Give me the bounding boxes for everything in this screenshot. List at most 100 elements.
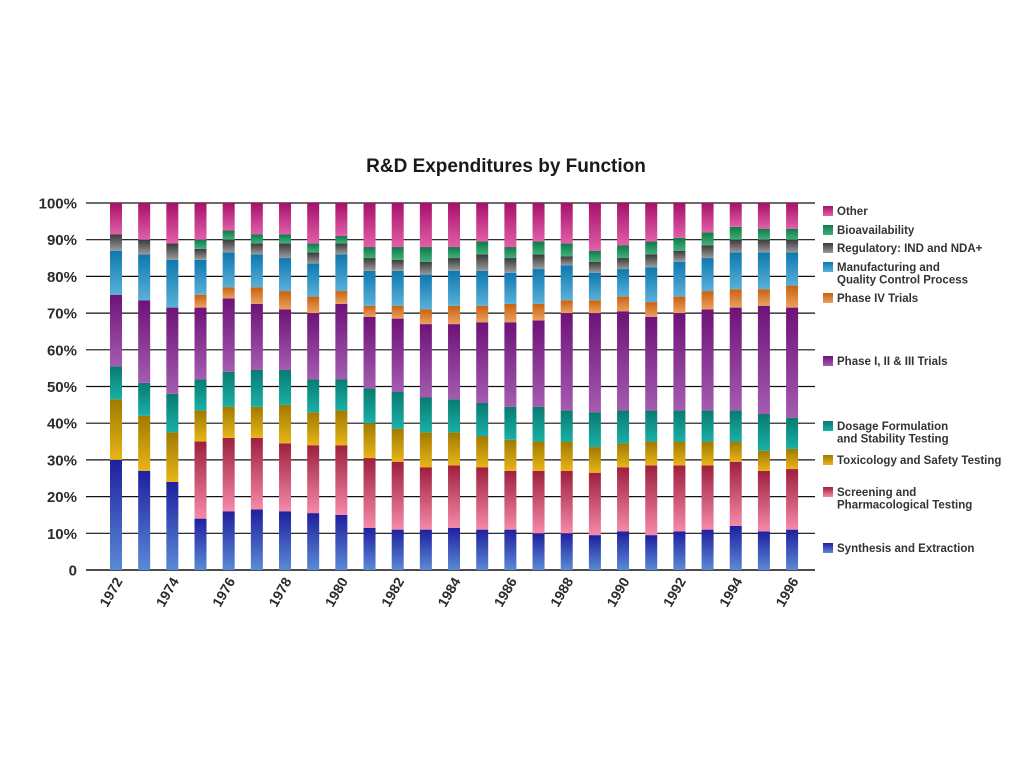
bar-segment-screening-and-pharmacological-testing-1984	[448, 465, 461, 528]
bar-stack-1977	[250, 203, 263, 570]
bar-segment-screening-and-pharmacological-testing-1983	[419, 467, 432, 530]
bar-segment-screening-and-pharmacological-testing-1993	[701, 465, 714, 530]
bar-segment-phase-i-ii-iii-trials-1992	[673, 313, 686, 411]
bar-segment-synthesis-and-extraction-1992	[673, 531, 686, 570]
bar-segment-other-1996	[786, 203, 799, 229]
bar-segment-phase-i-ii-iii-trials-1975	[194, 307, 207, 380]
bar-segment-phase-i-ii-iii-trials-1986	[504, 322, 517, 407]
legend-swatch	[823, 225, 833, 235]
bar-segment-synthesis-and-extraction-1973	[138, 470, 151, 570]
bar-segment-other-1977	[250, 203, 263, 235]
bar-segment-bioavailability-1979	[307, 243, 320, 253]
legend-swatch	[823, 455, 833, 465]
legend-label: Toxicology and Safety Testing	[837, 455, 1001, 467]
bar-stack-1978	[279, 203, 292, 570]
bar-segment-dosage-formulation-and-stability-testing-1974	[166, 393, 179, 433]
bar-segment-synthesis-and-extraction-1987	[532, 533, 545, 570]
y-tick-label: 100%	[39, 196, 77, 213]
bar-segment-other-1974	[166, 203, 179, 244]
bar-segment-screening-and-pharmacological-testing-1977	[250, 437, 263, 510]
bar-segment-bioavailability-1984	[448, 247, 461, 259]
bar-segment-regulatory-ind-and-nda-1994	[729, 239, 742, 253]
bar-segment-toxicology-and-safety-testing-1973	[138, 415, 151, 471]
bar-stack-1972	[110, 203, 122, 570]
legend-label: Phase I, II & III Trials	[837, 356, 948, 368]
legend-label: Pharmacological Testing	[837, 500, 972, 512]
bar-segment-dosage-formulation-and-stability-testing-1985	[476, 403, 489, 437]
bar-segment-phase-iv-trials-1975	[194, 294, 207, 308]
x-tick-label: 1994	[716, 574, 746, 609]
bar-segment-screening-and-pharmacological-testing-1989	[588, 472, 601, 536]
bar-segment-phase-iv-trials-1979	[307, 296, 320, 314]
bar-segment-bioavailability-1991	[645, 241, 658, 255]
bar-segment-manufacturing-and-quality-control-process-1982	[391, 270, 404, 306]
legend: Other Bioavailability Regulatory: IND and …	[823, 206, 1001, 555]
legend-swatch	[823, 243, 833, 253]
bar-segment-bioavailability-1983	[419, 247, 432, 262]
bar-segment-manufacturing-and-quality-control-process-1981	[363, 270, 376, 306]
bar-segment-phase-i-ii-iii-trials-1985	[476, 322, 489, 404]
bar-segment-other-1976	[222, 203, 235, 231]
bar-segment-regulatory-ind-and-nda-1978	[279, 243, 292, 259]
bar-segment-bioavailability-1975	[194, 239, 207, 249]
bar-segment-phase-iv-trials-1993	[701, 291, 714, 310]
x-axis-ticks: 1972 1974 1976 1978 1980 1982 1984 1986 1988 1990…	[96, 574, 802, 609]
y-tick-label: 80%	[47, 269, 77, 286]
bar-segment-phase-iv-trials-1988	[560, 300, 573, 314]
bar-segment-regulatory-ind-and-nda-1979	[307, 252, 320, 264]
bar-segment-toxicology-and-safety-testing-1983	[419, 432, 432, 468]
bar-segment-regulatory-ind-and-nda-1990	[617, 258, 630, 270]
bar-segment-manufacturing-and-quality-control-process-1986	[504, 272, 517, 304]
bar-segment-dosage-formulation-and-stability-testing-1989	[588, 412, 601, 448]
bar-segment-toxicology-and-safety-testing-1975	[194, 410, 207, 442]
bar-segment-manufacturing-and-quality-control-process-1992	[673, 261, 686, 297]
bar-segment-dosage-formulation-and-stability-testing-1977	[250, 369, 263, 407]
bar-segment-dosage-formulation-and-stability-testing-1986	[504, 406, 517, 440]
bar-segment-phase-iv-trials-1995	[757, 289, 770, 306]
bar-segment-toxicology-and-safety-testing-1977	[250, 406, 263, 438]
y-axis-ticks: 0 10% 20% 30% 40% 50% 60% 70% 80% 90% 100%	[39, 196, 77, 580]
bar-segment-regulatory-ind-and-nda-1975	[194, 248, 207, 260]
y-tick-label: 90%	[47, 232, 77, 249]
bar-segment-regulatory-ind-and-nda-1973	[138, 239, 151, 255]
bar-segment-bioavailability-1977	[250, 234, 263, 244]
legend-item-bioavailability: Bioavailability	[823, 225, 915, 237]
bar-segment-other-1989	[588, 203, 601, 251]
legend-swatch	[823, 543, 833, 553]
y-tick-label: 10%	[47, 526, 77, 543]
bar-stack-1990	[617, 203, 630, 570]
legend-swatch	[823, 206, 833, 216]
bar-segment-regulatory-ind-and-nda-1984	[448, 258, 461, 271]
bar-segment-regulatory-ind-and-nda-1985	[476, 254, 489, 271]
bar-segment-manufacturing-and-quality-control-process-1993	[701, 258, 714, 292]
bar-stack-1982	[391, 203, 404, 570]
legend-item-toxicology-and-safety-testing: Toxicology and Safety Testing	[823, 455, 1001, 467]
bar-segment-phase-i-ii-iii-trials-1988	[560, 313, 573, 411]
bar-segment-phase-i-ii-iii-trials-1980	[335, 303, 348, 380]
bar-segment-toxicology-and-safety-testing-1996	[786, 448, 799, 470]
bar-segment-regulatory-ind-and-nda-1993	[701, 245, 714, 259]
bar-segment-toxicology-and-safety-testing-1985	[476, 436, 489, 468]
bar-segment-regulatory-ind-and-nda-1977	[250, 243, 263, 255]
bar-segment-synthesis-and-extraction-1981	[363, 527, 376, 570]
bar-segment-toxicology-and-safety-testing-1992	[673, 441, 686, 466]
bar-segment-manufacturing-and-quality-control-process-1973	[138, 254, 151, 301]
bar-segment-phase-iv-trials-1985	[476, 305, 489, 323]
bar-segment-synthesis-and-extraction-1994	[729, 525, 742, 570]
bar-stack-1974	[166, 203, 179, 570]
bar-segment-phase-iv-trials-1989	[588, 300, 601, 314]
bar-stack-1976	[222, 203, 235, 570]
bar-segment-screening-and-pharmacological-testing-1978	[279, 443, 292, 512]
bar-segment-phase-iv-trials-1987	[532, 303, 545, 321]
bar-segment-other-1975	[194, 203, 207, 240]
bar-segment-phase-iv-trials-1981	[363, 305, 376, 317]
bar-segment-manufacturing-and-quality-control-process-1991	[645, 267, 658, 303]
bar-segment-toxicology-and-safety-testing-1989	[588, 447, 601, 473]
bar-segment-manufacturing-and-quality-control-process-1985	[476, 270, 489, 306]
bar-segment-other-1983	[419, 203, 432, 248]
bar-stack-1984	[448, 203, 461, 570]
bar-segment-manufacturing-and-quality-control-process-1977	[250, 254, 263, 288]
bar-segment-phase-i-ii-iii-trials-1973	[138, 300, 151, 383]
legend-label: Synthesis and Extraction	[837, 543, 974, 555]
bar-segment-phase-i-ii-iii-trials-1984	[448, 324, 461, 400]
